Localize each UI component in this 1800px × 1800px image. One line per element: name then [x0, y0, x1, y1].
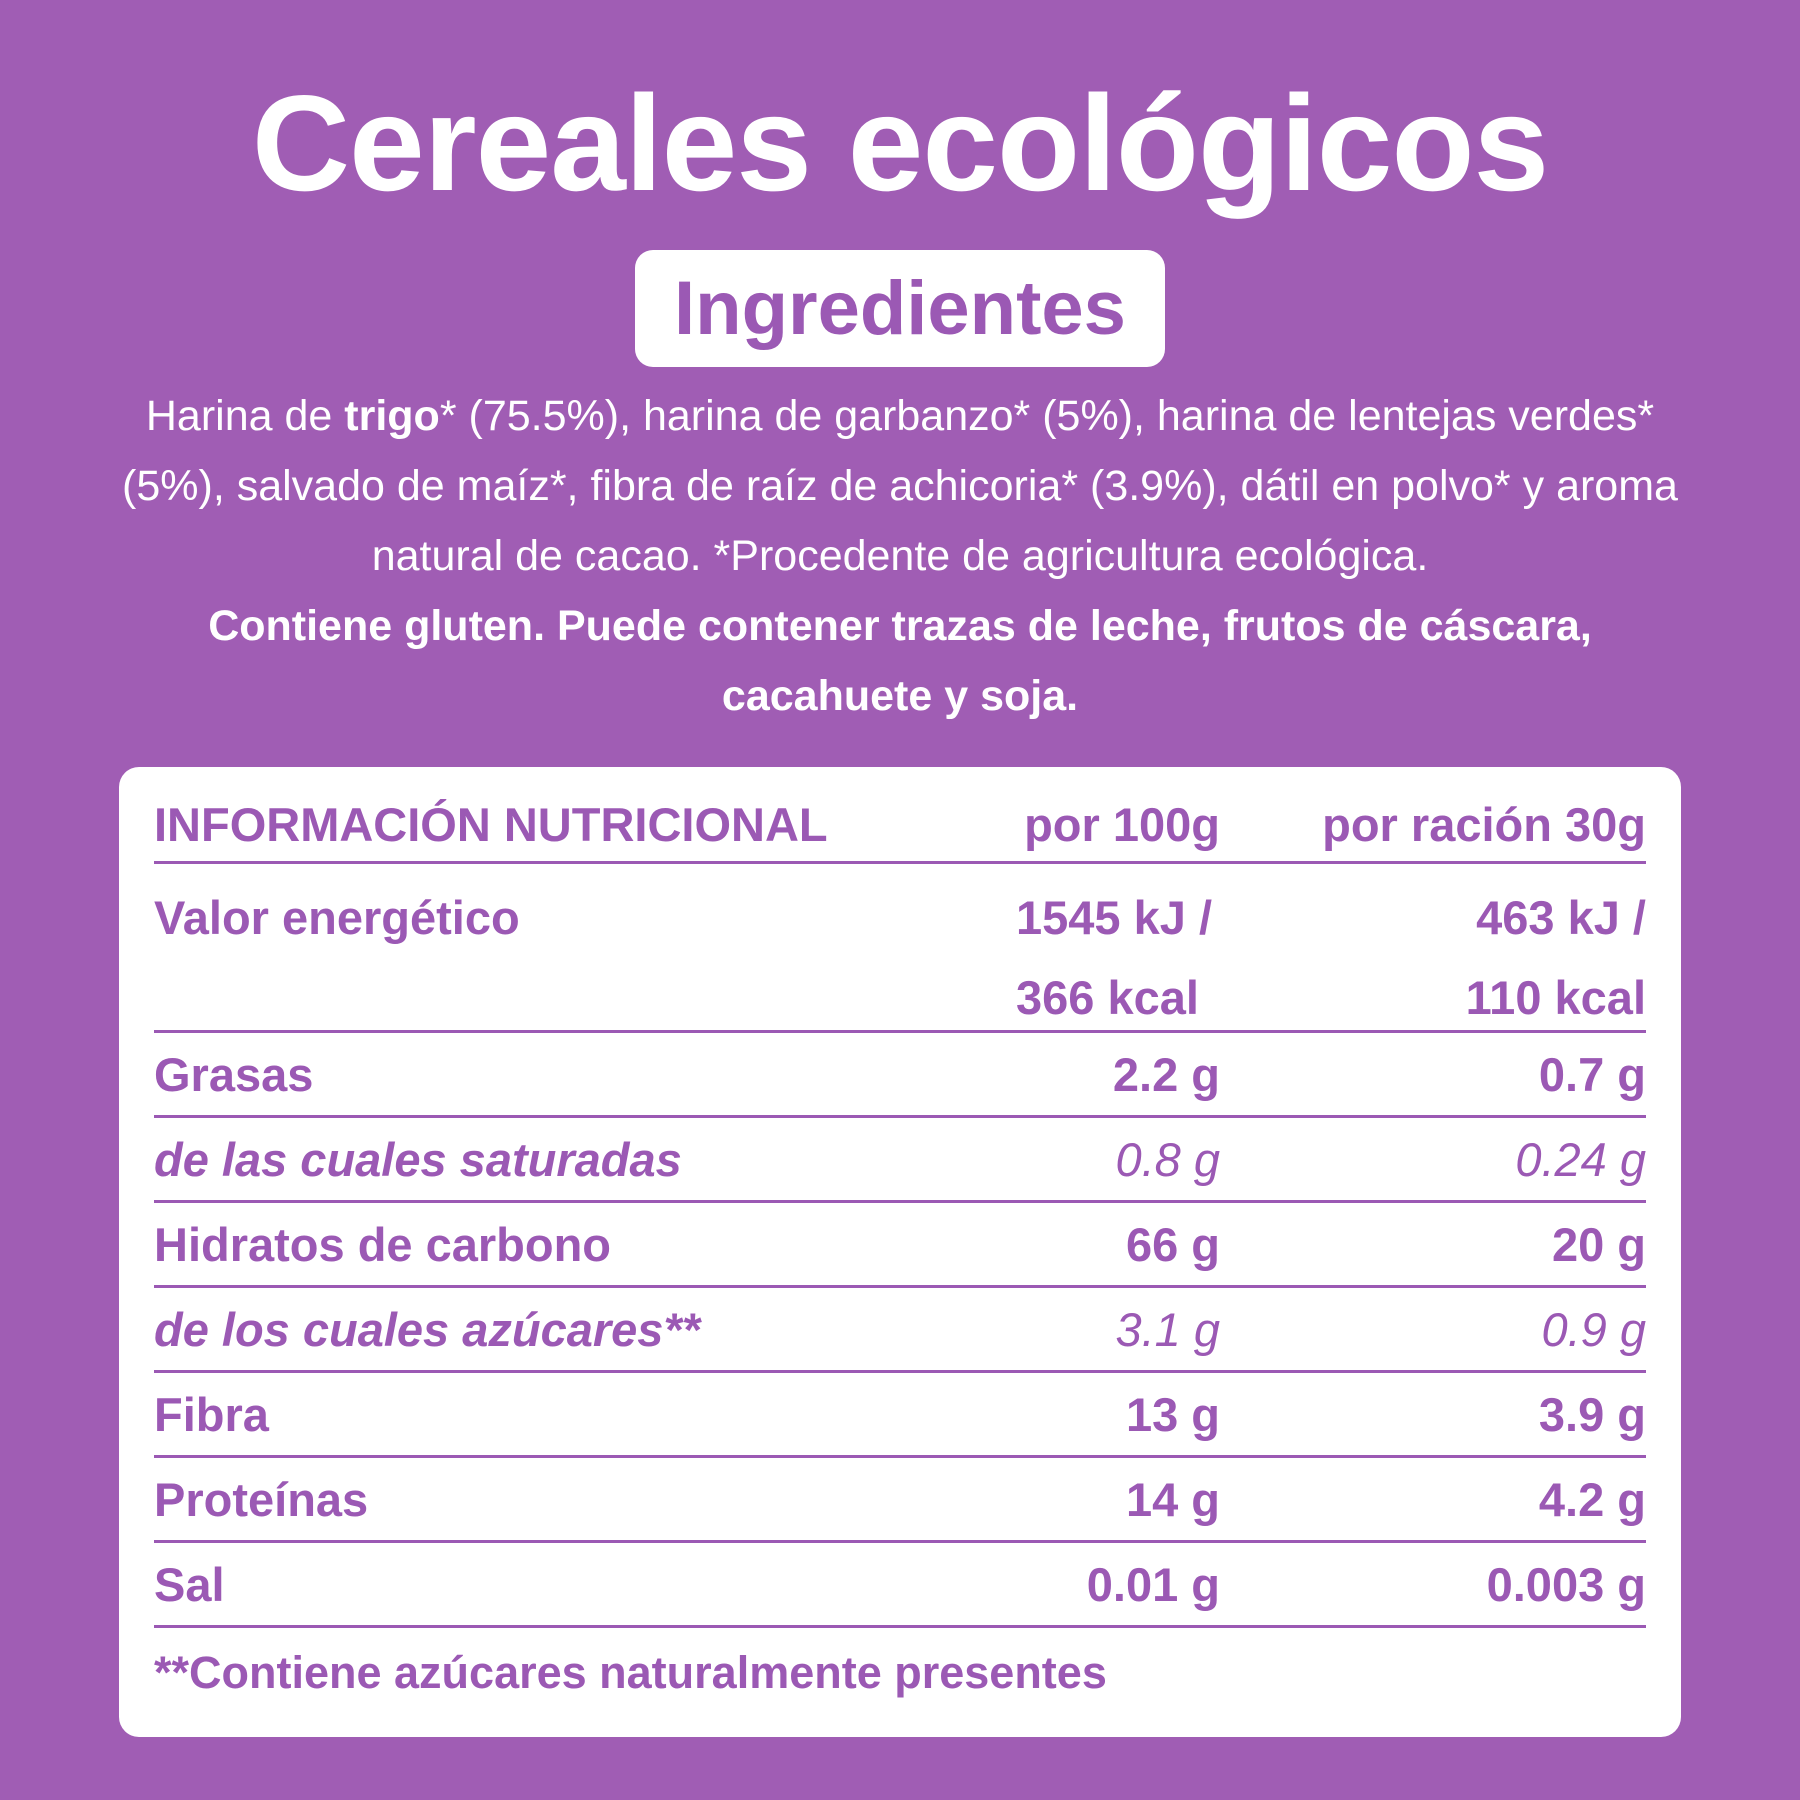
- nutrient-name: Sal: [154, 1557, 225, 1611]
- value-cell: 0.9 g: [1541, 1302, 1646, 1356]
- nutrient-row: Grasas 2.2 g 0.7 g: [154, 1033, 1646, 1118]
- ingredients-heading: Ingredientes: [635, 250, 1165, 367]
- value-cell: 66 g: [1125, 1217, 1220, 1271]
- nutrition-panel: INFORMACIÓN NUTRICIONAL por 100g por ració…: [119, 767, 1681, 1737]
- ingredients-text: Harina de: [145, 392, 345, 440]
- value-cell: 3.9 g: [1538, 1387, 1646, 1441]
- nutrient-row: Proteínas 14 g 4.2 g: [154, 1458, 1646, 1543]
- ingredients-text: * (75.5%), harina de garbanzo* (5%), har…: [122, 392, 1678, 580]
- value-cell: 2.2 g: [1112, 1047, 1220, 1101]
- nutrient-row: Hidratos de carbono 66 g 20 g: [154, 1203, 1646, 1288]
- nutrient-row: de las cuales saturadas 0.8 g 0.24 g: [154, 1118, 1646, 1203]
- value-cell: 4.2 g: [1538, 1472, 1646, 1526]
- value-line: 463 kJ /: [1476, 891, 1646, 944]
- header-cell: por ración 30g: [1322, 797, 1646, 851]
- footnote: **Contiene azúcares naturalmente present…: [154, 1647, 1107, 1698]
- nutrient-row: Sal 0.01 g 0.003 g: [154, 1543, 1646, 1628]
- value-cell: 0.24 g: [1515, 1132, 1646, 1186]
- ingredients: Harina de trigo* (75.5%), harina de garb…: [110, 381, 1690, 731]
- nutrient-name: de las cuales saturadas: [154, 1132, 682, 1186]
- nutrient-row: Fibra 13 g 3.9 g: [154, 1373, 1646, 1458]
- value-line: 1545 kJ /: [1016, 891, 1213, 944]
- value-cell: 0.003 g: [1486, 1557, 1646, 1611]
- header-cell: por 100g: [1024, 797, 1220, 851]
- value-cell: 1545 kJ / 366 kcal: [974, 878, 1220, 1038]
- nutrient-name: Grasas: [154, 1047, 314, 1101]
- nutrient-name: Valor energético: [154, 891, 520, 944]
- nutrient-row: Valor energético 1545 kJ / 366 kcal 463 kJ …: [154, 864, 1646, 1033]
- nutrient-name: Fibra: [154, 1387, 269, 1441]
- value-cell: 0.7 g: [1538, 1047, 1646, 1101]
- nutrient-row: de los cuales azúcares** 3.1 g 0.9 g: [154, 1288, 1646, 1373]
- header-row: INFORMACIÓN NUTRICIONAL por 100g por ració…: [154, 787, 1646, 864]
- value-cell: 14 g: [1125, 1472, 1220, 1526]
- value-cell: 463 kJ / 110 kcal: [1220, 878, 1646, 1038]
- value-line: 110 kcal: [1465, 971, 1646, 1024]
- nutrition-table: INFORMACIÓN NUTRICIONAL por 100g por ració…: [154, 787, 1646, 1628]
- value-cell: 0.8 g: [1115, 1132, 1220, 1186]
- value-cell: 0.01 g: [1086, 1557, 1220, 1611]
- nutrient-name: de los cuales azúcares**: [154, 1302, 701, 1356]
- value-cell: 13 g: [1125, 1387, 1220, 1441]
- header-cell: INFORMACIÓN NUTRICIONAL: [154, 797, 828, 851]
- value-cell: 20 g: [1551, 1217, 1646, 1271]
- value-cell: 3.1 g: [1115, 1302, 1220, 1356]
- nutrient-name: Proteínas: [154, 1472, 369, 1526]
- value-line: 366 kcal: [1016, 971, 1199, 1024]
- ingredients-bold: trigo: [344, 392, 440, 440]
- title: Cereales ecológicos: [251, 67, 1549, 219]
- nutrient-name: Hidratos de carbono: [154, 1217, 612, 1271]
- allergens: Contiene gluten. Puede contener trazas d…: [208, 602, 1592, 720]
